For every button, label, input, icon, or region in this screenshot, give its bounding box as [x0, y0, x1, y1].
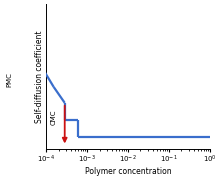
Y-axis label: Self-diffusion coefficient: Self-diffusion coefficient — [35, 30, 44, 123]
Text: CMC: CMC — [51, 110, 57, 125]
Text: PMC: PMC — [6, 72, 12, 87]
X-axis label: Polymer concentration: Polymer concentration — [85, 167, 171, 176]
